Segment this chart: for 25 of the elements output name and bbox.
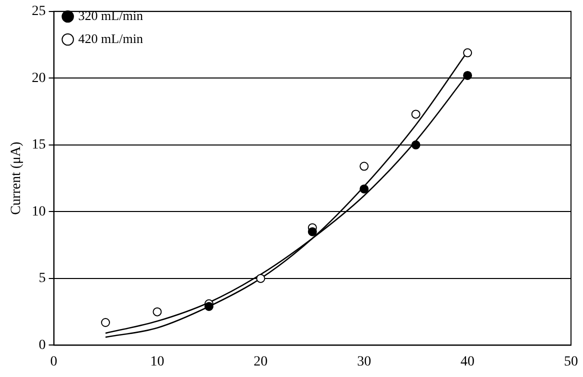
y-axis-title: Current (μA) (9, 141, 24, 215)
x-tick-label: 40 (460, 354, 475, 370)
point (463, 48, 472, 58)
point (204, 302, 214, 311)
x-tick-label: 0 (50, 354, 58, 370)
point (152, 307, 162, 316)
point (360, 184, 369, 194)
point (411, 140, 420, 150)
y-tick-label: 25 (32, 4, 46, 20)
y-tick-label: 20 (32, 70, 46, 86)
y-tick-label: 5 (38, 271, 46, 286)
point (256, 274, 266, 283)
y-tick-label: 15 (32, 138, 46, 153)
y-tick-label: 0 (38, 338, 46, 353)
y-tick-label: 10 (32, 204, 46, 220)
point (463, 70, 472, 80)
x-tick-label: 50 (564, 354, 578, 370)
point (411, 110, 420, 119)
x-tick-label: 30 (357, 354, 372, 370)
x-tick-label: 20 (254, 354, 268, 370)
point (101, 318, 110, 327)
legend-label: 420 mL/min (78, 30, 144, 46)
point (308, 227, 317, 236)
x-tick-label: 10 (150, 354, 164, 370)
point (360, 162, 369, 171)
